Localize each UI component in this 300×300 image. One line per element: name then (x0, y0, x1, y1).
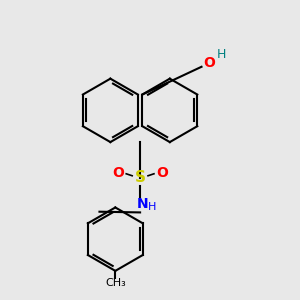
Text: S: S (135, 170, 146, 185)
Text: CH₃: CH₃ (105, 278, 126, 288)
Text: H: H (217, 48, 226, 62)
Text: H: H (148, 202, 156, 212)
Text: O: O (203, 56, 215, 70)
Text: O: O (112, 166, 124, 180)
Text: O: O (156, 166, 168, 180)
Text: N: N (136, 197, 148, 212)
